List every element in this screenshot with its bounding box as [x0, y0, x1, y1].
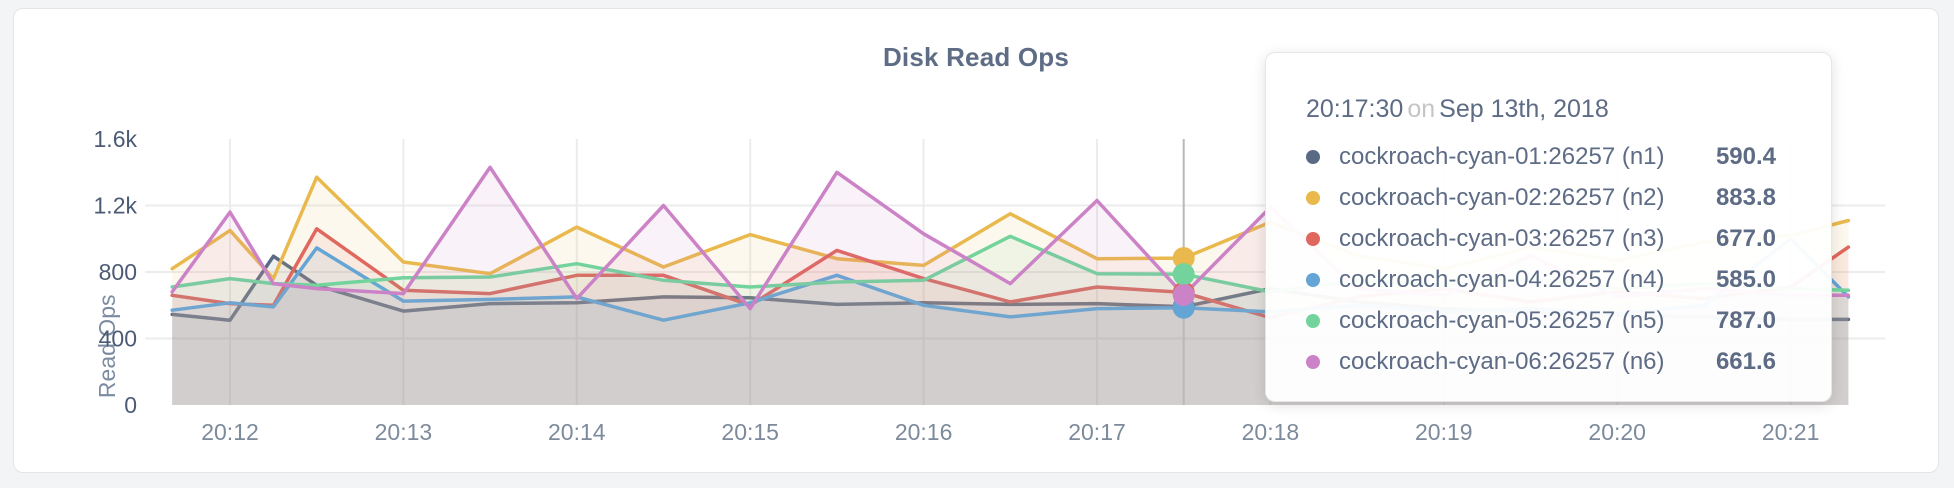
- hover-tooltip: 20:17:30 on Sep 13th, 2018 cockroach-cyan-…: [1265, 52, 1832, 402]
- hover-dot-n6: [1172, 284, 1195, 307]
- tooltip-row: cockroach-cyan-02:26257 (n2) 883.8: [1306, 177, 1776, 218]
- y-tick-label: 400: [99, 326, 137, 352]
- y-tick-label: 1.6k: [94, 126, 138, 152]
- chart-title: Disk Read Ops: [882, 42, 1070, 72]
- series-color-dot: [1306, 354, 1320, 369]
- tooltip-series-name: cockroach-cyan-04:26257 (n4): [1339, 265, 1665, 293]
- y-tick-label: 1.2k: [94, 193, 138, 219]
- x-tick-label: 20:12: [201, 419, 259, 445]
- tooltip-series-value: 787.0: [1715, 306, 1776, 334]
- tooltip-on-word: on: [1407, 95, 1436, 123]
- tooltip-series-value: 883.8: [1715, 183, 1776, 211]
- tooltip-series-name: cockroach-cyan-02:26257 (n2): [1339, 183, 1665, 211]
- x-tick-label: 20:14: [548, 419, 606, 445]
- series-color-dot: [1306, 272, 1320, 287]
- series-color-dot: [1306, 313, 1320, 328]
- tooltip-series-name: cockroach-cyan-01:26257 (n1): [1339, 142, 1665, 170]
- tooltip-date: Sep 13th, 2018: [1439, 95, 1609, 123]
- series-color-dot: [1306, 190, 1320, 205]
- tooltip-series-name: cockroach-cyan-05:26257 (n5): [1339, 306, 1665, 334]
- tooltip-series-value: 661.6: [1715, 347, 1776, 375]
- x-tick-label: 20:19: [1415, 419, 1473, 445]
- x-tick-label: 20:15: [721, 419, 779, 445]
- x-tick-label: 20:16: [895, 419, 953, 445]
- y-tick-label: 800: [99, 259, 137, 285]
- tooltip-series-value: 585.0: [1715, 265, 1776, 293]
- x-tick-label: 20:13: [375, 419, 433, 445]
- series-color-dot: [1306, 149, 1320, 164]
- tooltip-row: cockroach-cyan-03:26257 (n3) 677.0: [1306, 218, 1776, 259]
- hover-dot-n5: [1172, 263, 1195, 286]
- tooltip-rows: cockroach-cyan-01:26257 (n1) 590.4 cockroa…: [1306, 136, 1776, 382]
- tooltip-row: cockroach-cyan-05:26257 (n5) 787.0: [1306, 300, 1776, 341]
- tooltip-series-name: cockroach-cyan-06:26257 (n6): [1339, 347, 1665, 375]
- x-tick-label: 20:18: [1242, 419, 1300, 445]
- tooltip-row: cockroach-cyan-01:26257 (n1) 590.4: [1306, 136, 1776, 177]
- series-color-dot: [1306, 231, 1320, 246]
- x-tick-label: 20:20: [1588, 419, 1646, 445]
- tooltip-series-value: 590.4: [1715, 142, 1776, 170]
- y-tick-label: 0: [124, 392, 137, 418]
- tooltip-row: cockroach-cyan-04:26257 (n4) 585.0: [1306, 259, 1776, 300]
- tooltip-row: cockroach-cyan-06:26257 (n6) 661.6: [1306, 341, 1776, 382]
- x-tick-label: 20:21: [1762, 419, 1820, 445]
- hover-dot-n2: [1172, 247, 1195, 270]
- tooltip-series-value: 677.0: [1715, 224, 1776, 252]
- tooltip-header: 20:17:30 on Sep 13th, 2018: [1306, 95, 1776, 124]
- tooltip-series-name: cockroach-cyan-03:26257 (n3): [1339, 224, 1665, 252]
- x-tick-label: 20:17: [1068, 419, 1126, 445]
- tooltip-time: 20:17:30: [1306, 95, 1404, 123]
